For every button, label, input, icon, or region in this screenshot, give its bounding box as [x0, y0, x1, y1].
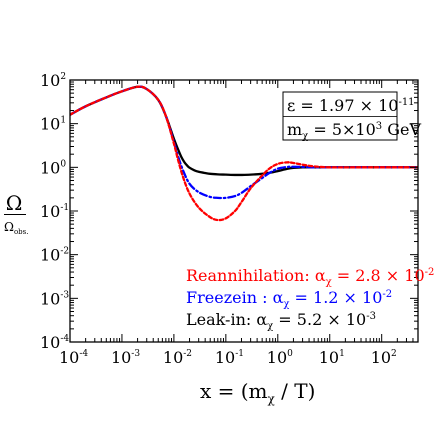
y-axis-label-numerator: Ω: [6, 191, 23, 215]
x-tick-label: 102: [371, 348, 397, 367]
y-tick-label: 101: [40, 115, 66, 134]
x-tick-label: 10-1: [215, 348, 244, 367]
x-tick-label: 10-3: [111, 348, 140, 367]
y-tick-label: 100: [40, 158, 66, 177]
labels-layer: 10-4 10-3 10-2 10-1 100 101 102 10-4 10-3 10-2 10-…: [40, 71, 397, 367]
y-tick-label: 10-4: [40, 333, 69, 352]
legend-reannihilation: Reannihilation: αχ = 2.8 × 10-2: [186, 266, 434, 288]
y-tick-label: 10-2: [40, 246, 69, 265]
y-tick-label: 102: [40, 71, 66, 90]
x-tick-label: 10-2: [163, 348, 192, 367]
y-tick-label: 10-3: [40, 289, 69, 308]
y-tick-label: 10-1: [40, 202, 69, 221]
x-tick-label: 10-4: [59, 348, 88, 367]
legend-leakin: Leak-in: αχ = 5.2 × 10-3: [186, 310, 376, 332]
y-axis-label-denominator: Ωobs.: [4, 220, 28, 236]
x-tick-label: 101: [319, 348, 345, 367]
x-tick-label: 100: [267, 348, 293, 367]
param-mass: mχ = 5×103 GeV: [287, 120, 421, 142]
y-axis-label-fraction-bar: [4, 214, 26, 215]
series-line-1: [70, 85, 418, 222]
x-axis-label: x = (mχ / T): [200, 379, 315, 406]
legend-freezein: Freezein : αχ = 1.2 × 10-2: [186, 288, 392, 310]
curves-layer: [70, 85, 418, 222]
param-epsilon: ε = 1.97 × 10-11: [287, 96, 415, 115]
ticks-layer: [69, 79, 419, 343]
params-box-divider: [283, 116, 397, 117]
